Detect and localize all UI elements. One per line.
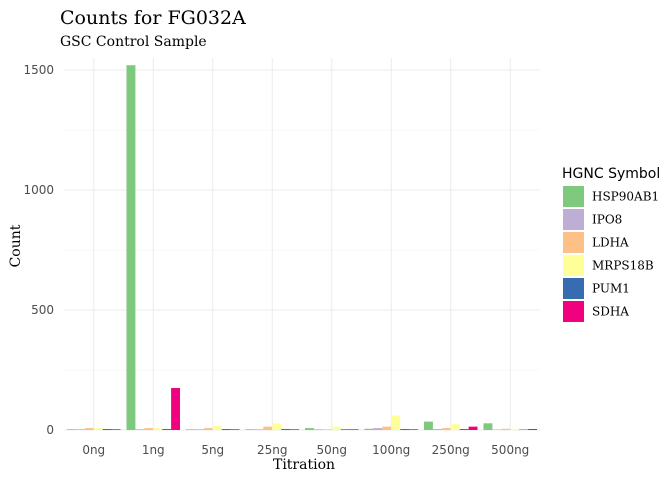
x-tick-label: 500ng [491, 443, 529, 457]
bar-hsp90ab1-250ng [423, 421, 433, 430]
y-tick-label: 500 [31, 303, 54, 317]
legend: HGNC Symbol HSP90AB1 IPO8 LDHA MRPS18B PUM1 S… [562, 166, 660, 322]
legend-swatch-sdha [563, 301, 584, 322]
legend-swatch-mrps18b [563, 255, 584, 276]
legend-label-hsp90ab1: HSP90AB1 [592, 190, 659, 204]
bars [66, 65, 538, 430]
legend-swatch-pum1 [563, 278, 584, 299]
x-tick-label: 0ng [82, 443, 105, 457]
x-tick-label: 1ng [142, 443, 165, 457]
bar-ldha-1ng [144, 428, 154, 430]
bar-mrps18b-5ng [212, 425, 222, 430]
plot-area: 0 500 1000 1500 0ng 1ng 5ng 25ng 50ng 100ng 250ng… [23, 58, 540, 457]
bar-pum1-250ng [459, 429, 469, 430]
bar-ldha-0ng [84, 428, 94, 430]
bar-ipo8-250ng [432, 429, 442, 430]
bar-ipo8-25ng [254, 429, 264, 430]
bar-mrps18b-500ng [510, 428, 520, 430]
legend-label-sdha: SDHA [592, 305, 629, 319]
bar-mrps18b-1ng [153, 428, 163, 430]
bar-hsp90ab1-25ng [245, 429, 255, 430]
bar-sdha-0ng [111, 429, 121, 430]
y-tick-label: 1000 [23, 183, 54, 197]
bar-sdha-1ng [171, 388, 181, 430]
legend-label-ipo8: IPO8 [592, 213, 622, 227]
legend-swatch-hsp90ab1 [563, 186, 584, 207]
bar-hsp90ab1-0ng [66, 429, 76, 430]
legend-swatch-ipo8 [563, 209, 584, 230]
bar-sdha-500ng [528, 429, 538, 430]
y-axis-title: Count [8, 224, 24, 267]
bar-ldha-100ng [382, 426, 392, 430]
x-tick-label: 5ng [201, 443, 224, 457]
bar-ldha-500ng [501, 428, 511, 430]
x-tick-label: 250ng [432, 443, 470, 457]
legend-items: HSP90AB1 IPO8 LDHA MRPS18B PUM1 SDHA [563, 186, 659, 322]
bar-ldha-5ng [203, 428, 213, 430]
legend-label-mrps18b: MRPS18B [592, 259, 654, 273]
bar-hsp90ab1-500ng [483, 423, 493, 430]
x-tick-label: 100ng [372, 443, 410, 457]
bar-ldha-25ng [263, 426, 273, 430]
legend-label-ldha: LDHA [592, 236, 629, 250]
bar-pum1-100ng [400, 429, 410, 430]
chart-subtitle: GSC Control Sample [60, 34, 207, 50]
legend-label-pum1: PUM1 [592, 282, 630, 296]
x-tick-label: 50ng [317, 443, 348, 457]
bar-ipo8-0ng [75, 429, 85, 430]
bar-pum1-50ng [340, 429, 350, 430]
bar-hsp90ab1-1ng [126, 65, 136, 430]
bar-sdha-5ng [230, 429, 240, 430]
legend-swatch-ldha [563, 232, 584, 253]
y-tick-label: 1500 [23, 63, 54, 77]
bar-hsp90ab1-50ng [304, 428, 314, 430]
y-tick-label: 0 [46, 423, 54, 437]
grid [64, 58, 540, 431]
x-tick-label: 25ng [257, 443, 288, 457]
y-tick-labels: 0 500 1000 1500 [23, 63, 54, 437]
bar-mrps18b-250ng [450, 424, 460, 430]
bar-mrps18b-0ng [93, 428, 103, 430]
legend-title: HGNC Symbol [562, 166, 660, 182]
bar-mrps18b-100ng [391, 415, 401, 430]
bar-sdha-50ng [349, 429, 359, 430]
bar-ldha-50ng [322, 429, 332, 430]
bar-pum1-25ng [281, 429, 291, 430]
bar-ipo8-100ng [373, 428, 383, 430]
bar-sdha-250ng [468, 426, 478, 430]
bar-ldha-250ng [441, 428, 451, 430]
bar-pum1-1ng [162, 429, 172, 430]
bar-mrps18b-25ng [272, 423, 282, 430]
x-tick-labels: 0ng 1ng 5ng 25ng 50ng 100ng 250ng 500ng [82, 443, 529, 457]
bar-sdha-100ng [409, 429, 419, 430]
bar-hsp90ab1-5ng [185, 429, 195, 430]
bar-ipo8-1ng [135, 429, 145, 430]
bar-hsp90ab1-100ng [364, 428, 374, 430]
bar-sdha-25ng [290, 429, 300, 430]
bar-ipo8-50ng [313, 429, 323, 430]
bar-mrps18b-50ng [331, 426, 341, 430]
chart-title: Counts for FG032A [60, 7, 246, 29]
bar-pum1-5ng [221, 429, 231, 430]
x-axis-title: Titration [273, 457, 335, 473]
bar-pum1-0ng [102, 429, 112, 430]
bar-ipo8-5ng [194, 429, 204, 430]
